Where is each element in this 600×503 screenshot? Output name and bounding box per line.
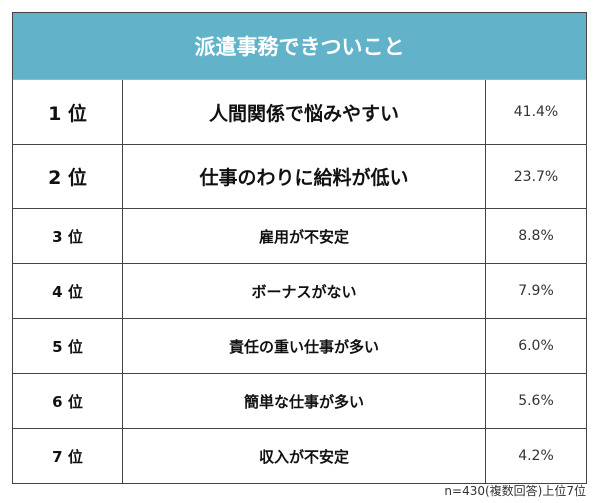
item-cell: 仕事のわりに給料が低い — [123, 145, 486, 208]
rank-cell: 1 位 — [13, 80, 123, 144]
table-row: 4 位ボーナスがない 7.9% — [13, 263, 586, 318]
item-cell: 簡単な仕事が多い — [123, 374, 486, 428]
table-row: 5 位責任の重い仕事が多い 6.0% — [13, 318, 586, 373]
value-cell: 5.6% — [518, 393, 554, 409]
item-cell: 責任の重い仕事が多い — [123, 319, 486, 373]
rank-cell: 4 位 — [13, 264, 123, 318]
item-cell: 収入が不安定 — [123, 429, 486, 483]
table-title: 派遣事務できついこと — [13, 13, 586, 80]
sample-note: n=430(複数回答)上位7位 — [444, 484, 586, 498]
rank-cell: 5 位 — [13, 319, 123, 373]
table-row: 7 位収入が不安定 4.2% — [13, 428, 586, 483]
rank-cell: 6 位 — [13, 374, 123, 428]
ranking-table: 派遣事務できついこと 1 位人間関係で悩みやすい 41.4% 2 位仕事のわりに給料… — [12, 12, 587, 484]
item-cell: 人間関係で悩みやすい — [123, 80, 486, 144]
table-row: 2 位仕事のわりに給料が低い 23.7% — [13, 144, 586, 208]
rank-cell: 3 位 — [13, 209, 123, 263]
table-row: 6 位簡単な仕事が多い 5.6% — [13, 373, 586, 428]
rank-cell: 7 位 — [13, 429, 123, 483]
value-cell: 6.0% — [518, 338, 554, 354]
value-cell: 23.7% — [513, 168, 559, 185]
value-cell: 4.2% — [518, 448, 554, 464]
item-cell: 雇用が不安定 — [123, 209, 486, 263]
table-row: 3 位雇用が不安定 8.8% — [13, 208, 586, 263]
item-cell: ボーナスがない — [123, 264, 486, 318]
value-cell: 41.4% — [513, 104, 559, 120]
table-row: 1 位人間関係で悩みやすい 41.4% — [13, 80, 586, 144]
value-cell: 7.9% — [518, 283, 554, 299]
rank-cell: 2 位 — [13, 145, 123, 208]
table-body: 1 位人間関係で悩みやすい 41.4% 2 位仕事のわりに給料が低い 23.7% 3 位… — [13, 80, 586, 483]
value-cell: 8.8% — [518, 228, 554, 244]
